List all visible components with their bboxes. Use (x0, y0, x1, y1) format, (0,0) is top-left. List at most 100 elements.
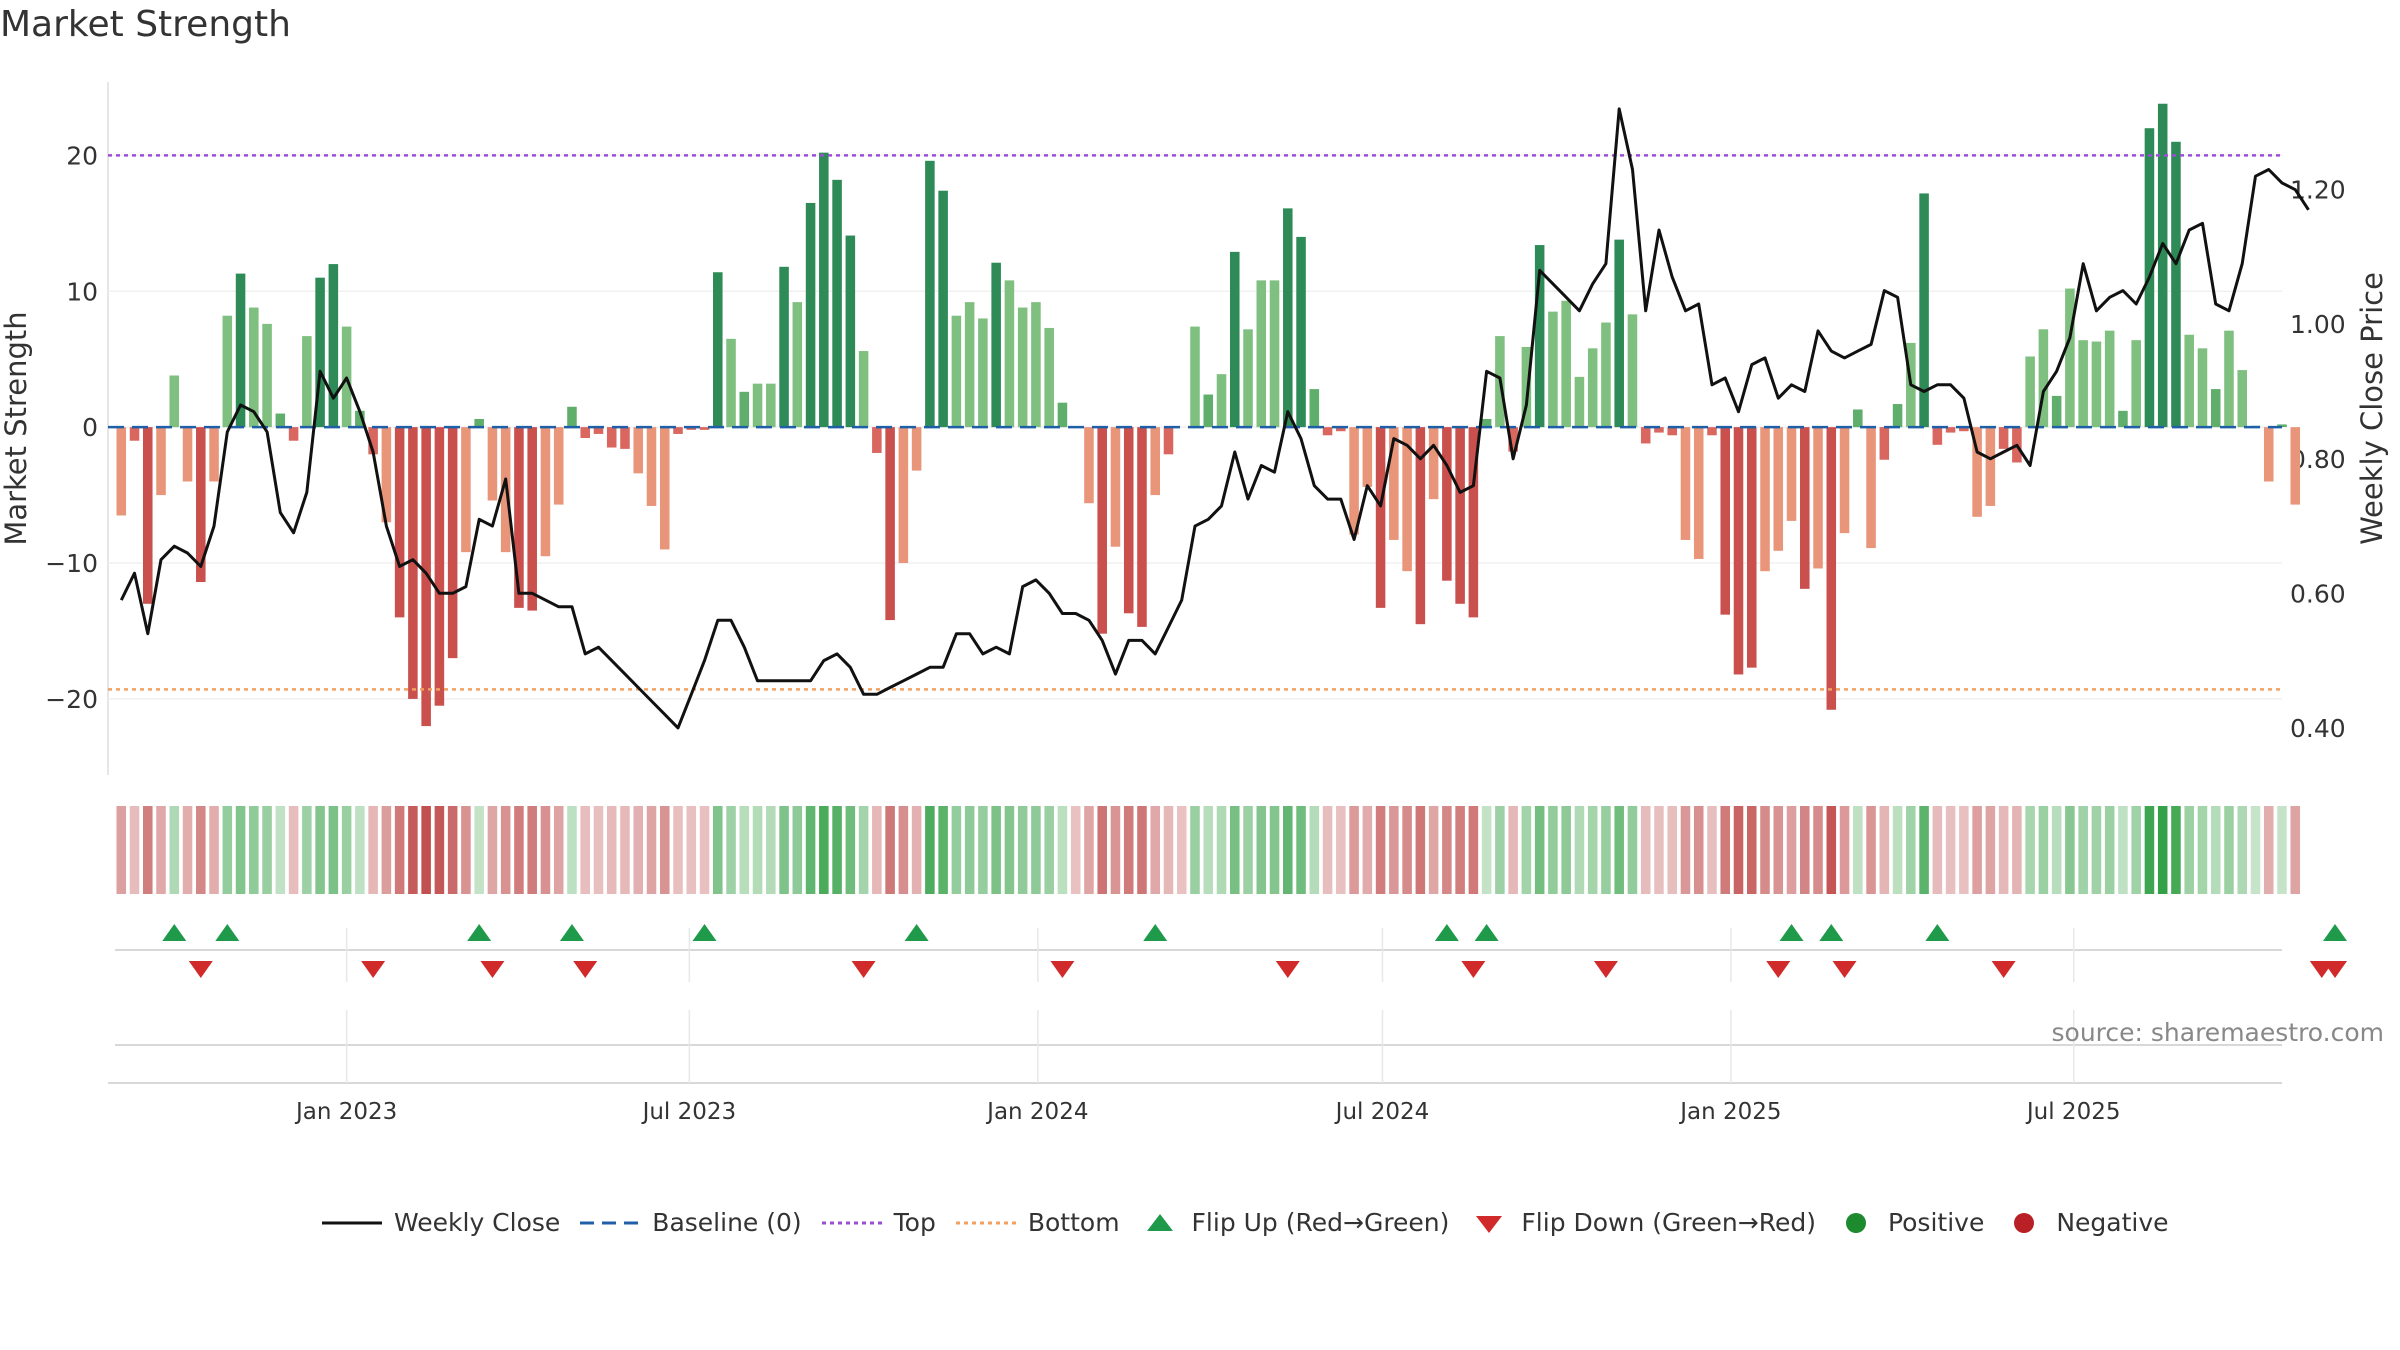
flip-down-marker (1461, 961, 1486, 978)
heat-strip-cell (1229, 806, 1240, 894)
strength-bar (1879, 427, 1890, 460)
legend-bottom-label: Bottom (1027, 1208, 1120, 1237)
heat-strip-cell (2171, 806, 2181, 894)
heat-strip-cell (196, 806, 206, 894)
strength-bar (2131, 340, 2141, 428)
strength-bar (991, 262, 1001, 428)
strength-bar (1309, 389, 1320, 428)
strength-bar (1163, 427, 1174, 455)
strength-bar (1203, 394, 1214, 428)
heat-strip-cell (527, 806, 537, 894)
heat-strip-cell (1720, 806, 1731, 894)
heat-strip-cell (1097, 806, 1107, 894)
y-tick-label-left: 10 (66, 277, 98, 306)
heat-strip-cell (2025, 806, 2035, 894)
y-axis-label-left: Market Strength (0, 311, 33, 545)
heat-strip-cell (235, 806, 246, 894)
heat-strip-cell (1760, 806, 1770, 894)
strength-bar (1057, 402, 1068, 428)
flip-up-triangle-icon (1146, 1213, 1173, 1231)
strength-bar (1004, 280, 1015, 428)
heat-strip-cell (1402, 806, 1412, 894)
heat-strip-cell (1123, 806, 1134, 894)
heat-strip-cell (1826, 806, 1837, 894)
heat-strip-cell (1508, 806, 1518, 894)
strength-bar (1945, 427, 1956, 433)
strength-bar (116, 427, 127, 516)
strength-bar (540, 427, 551, 557)
heat-strip-cell (500, 806, 511, 894)
heat-strip-cell (2184, 806, 2194, 894)
strength-bar (1746, 427, 1757, 668)
strength-bar (434, 427, 445, 706)
y-tick-label-right: 1.20 (2290, 176, 2346, 205)
flip-up-marker (467, 924, 492, 941)
strength-bar (1853, 409, 1863, 428)
strength-bar (2237, 370, 2248, 428)
heat-strip-cell (1309, 806, 1320, 894)
heat-strip-cell (2131, 806, 2141, 894)
strength-bar (355, 410, 365, 428)
flip-down-marker (1050, 961, 1075, 978)
strength-bar (1269, 280, 1280, 428)
strength-bar (938, 190, 948, 428)
strength-bar (328, 264, 339, 428)
strength-bar (911, 427, 922, 471)
heat-strip-cell (2277, 806, 2287, 894)
strength-bar (1362, 427, 1373, 487)
heat-strip-cell (222, 806, 233, 894)
heat-strip-cell (978, 806, 988, 894)
strength-bar (2065, 288, 2075, 428)
heat-strip-cell (911, 806, 922, 894)
heat-strip-cell (991, 806, 1001, 894)
heat-strip-cell (1773, 806, 1784, 894)
strength-bar (951, 315, 962, 428)
x-tick-label: Jul 2023 (641, 1099, 737, 1125)
heat-strip-cell (1892, 806, 1903, 894)
strength-bar (1137, 427, 1147, 627)
strength-bar (1428, 427, 1439, 500)
strength-bar (2118, 410, 2128, 428)
heat-strip-cell (487, 806, 498, 894)
strength-bar (978, 318, 988, 428)
strength-bar (1216, 374, 1227, 428)
heat-strip-cell (408, 806, 418, 894)
heat-strip-cell (1031, 806, 1041, 894)
heat-strip-cell (633, 806, 644, 894)
heat-strip-cell (1256, 806, 1267, 894)
strength-bar (1892, 404, 1903, 428)
heat-strip-cell (580, 806, 590, 894)
heat-strip-cell (832, 806, 842, 894)
strength-bar (1415, 427, 1426, 625)
heat-strip-cell (1534, 806, 1545, 894)
strength-bar (925, 160, 935, 428)
strength-bar (196, 427, 206, 583)
heat-strip-cell (1800, 806, 1810, 894)
strength-bar (421, 427, 431, 727)
strength-bar (1243, 329, 1253, 428)
heat-strip-cell (1110, 806, 1121, 894)
heat-strip-cell (951, 806, 962, 894)
heat-strip-cell (938, 806, 948, 894)
strength-bar (394, 427, 405, 618)
strength-bar (1534, 245, 1545, 428)
strength-bar (964, 302, 975, 428)
strength-bar (620, 427, 630, 449)
heat-strip-cell (1919, 806, 1929, 894)
heat-strip-cell (2091, 806, 2102, 894)
strength-bar (1707, 427, 1717, 436)
strength-bar (580, 427, 590, 439)
heat-strip-cell (169, 806, 180, 894)
strength-bar (1574, 376, 1585, 428)
heat-strip-cell (447, 806, 458, 894)
strength-bar (315, 277, 325, 428)
flip-up-marker (162, 924, 187, 941)
heat-strip-cell (2263, 806, 2274, 894)
heat-strip-cell (249, 806, 259, 894)
heat-strip-cell (514, 806, 524, 894)
legend-flip-up-label: Flip Up (Red→Green) (1191, 1208, 1450, 1237)
strength-bar (1866, 427, 1876, 549)
strength-bar (1389, 427, 1399, 540)
heat-strip-cell (1614, 806, 1624, 894)
strength-bar (1627, 314, 1638, 428)
